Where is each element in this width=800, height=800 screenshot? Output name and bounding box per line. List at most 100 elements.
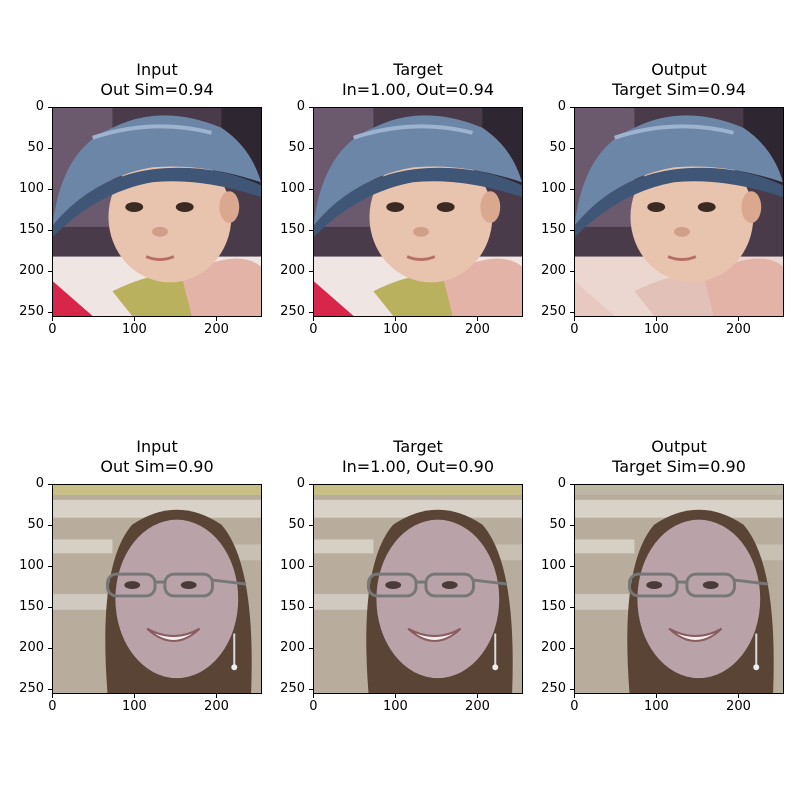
y-tick-label: 100 — [19, 181, 44, 197]
x-tick-label: 0 — [309, 322, 318, 337]
y-tick-label: 150 — [541, 222, 566, 238]
y-tick-mark — [309, 230, 313, 232]
panel-title-line2: In=1.00, Out=0.90 — [341, 457, 495, 476]
y-tick-mark — [309, 525, 313, 527]
x-tick-label: 100 — [383, 322, 408, 337]
y-tick-label: 0 — [557, 99, 566, 115]
y-tick-mark — [570, 689, 574, 691]
y-tick-mark — [48, 148, 52, 150]
y-tick-label: 50 — [549, 517, 566, 533]
x-tick-label: 0 — [48, 322, 57, 337]
photo-baby-bucket-hat-reconstructed — [574, 107, 784, 317]
y-tick-label: 50 — [27, 517, 44, 533]
y-tick-label: 150 — [19, 599, 44, 615]
y-tick-mark — [48, 484, 52, 486]
x-tick-mark — [395, 694, 397, 698]
y-tick-label: 250 — [280, 681, 305, 697]
panel-title: Output Target Sim=0.90 — [559, 437, 799, 477]
photo-baby-bucket-hat — [313, 107, 523, 317]
y-tick-mark — [570, 312, 574, 314]
x-tick-label: 0 — [309, 699, 318, 714]
panel-title: Target In=1.00, Out=0.90 — [298, 437, 538, 477]
x-tick-mark — [216, 317, 218, 321]
y-tick-label: 250 — [280, 304, 305, 320]
y-tick-label: 150 — [280, 599, 305, 615]
x-tick-mark — [216, 694, 218, 698]
panel-title-line1: Output — [651, 60, 707, 79]
y-tick-label: 50 — [27, 140, 44, 156]
y-tick-mark — [48, 312, 52, 314]
y-tick-mark — [570, 107, 574, 109]
panel-title-line2: Out Sim=0.94 — [100, 80, 214, 99]
panel-title-line2: In=1.00, Out=0.94 — [341, 80, 495, 99]
y-tick-label: 100 — [19, 558, 44, 574]
photo-smiling-woman-glasses-reconstructed — [574, 484, 784, 694]
y-tick-mark — [309, 189, 313, 191]
y-tick-mark — [570, 189, 574, 191]
y-tick-mark — [48, 271, 52, 273]
y-tick-label: 0 — [296, 476, 305, 492]
y-tick-mark — [309, 107, 313, 109]
y-tick-label: 250 — [19, 681, 44, 697]
y-tick-mark — [570, 607, 574, 609]
x-tick-label: 100 — [122, 322, 147, 337]
y-tick-label: 150 — [541, 599, 566, 615]
y-tick-mark — [309, 312, 313, 314]
y-tick-mark — [309, 648, 313, 650]
y-tick-label: 0 — [35, 99, 44, 115]
y-tick-mark — [570, 648, 574, 650]
y-tick-mark — [309, 566, 313, 568]
y-tick-label: 200 — [280, 263, 305, 279]
x-tick-label: 200 — [726, 322, 751, 337]
x-tick-label: 200 — [465, 322, 490, 337]
y-tick-label: 100 — [280, 181, 305, 197]
panel-title: Output Target Sim=0.94 — [559, 60, 799, 100]
y-tick-label: 100 — [280, 558, 305, 574]
y-tick-mark — [48, 230, 52, 232]
y-tick-mark — [309, 271, 313, 273]
y-tick-label: 150 — [19, 222, 44, 238]
x-tick-mark — [656, 694, 658, 698]
y-tick-label: 150 — [280, 222, 305, 238]
y-tick-mark — [570, 148, 574, 150]
x-tick-mark — [574, 317, 576, 321]
y-tick-mark — [48, 189, 52, 191]
y-tick-label: 250 — [19, 304, 44, 320]
y-tick-mark — [48, 648, 52, 650]
panel-title-line2: Target Sim=0.90 — [612, 457, 746, 476]
y-tick-mark — [48, 107, 52, 109]
panel-title-line1: Input — [136, 437, 178, 456]
x-tick-mark — [477, 317, 479, 321]
x-tick-label: 100 — [122, 699, 147, 714]
y-tick-label: 200 — [541, 263, 566, 279]
y-tick-mark — [48, 689, 52, 691]
panel-title-line1: Target — [393, 60, 443, 79]
x-tick-label: 200 — [465, 699, 490, 714]
x-tick-mark — [313, 317, 315, 321]
y-tick-label: 50 — [288, 140, 305, 156]
y-tick-label: 200 — [19, 263, 44, 279]
y-tick-label: 0 — [296, 99, 305, 115]
x-tick-mark — [656, 317, 658, 321]
y-tick-label: 0 — [557, 476, 566, 492]
y-tick-label: 100 — [541, 181, 566, 197]
x-tick-mark — [52, 694, 54, 698]
y-tick-mark — [309, 689, 313, 691]
panel-title-line1: Target — [393, 437, 443, 456]
x-tick-label: 200 — [726, 699, 751, 714]
x-tick-mark — [477, 694, 479, 698]
photo-baby-bucket-hat — [52, 107, 262, 317]
y-tick-mark — [309, 484, 313, 486]
x-tick-label: 0 — [570, 322, 579, 337]
x-tick-mark — [313, 694, 315, 698]
x-tick-label: 100 — [644, 699, 669, 714]
panel-title-line1: Output — [651, 437, 707, 456]
y-tick-mark — [48, 525, 52, 527]
y-tick-mark — [48, 566, 52, 568]
x-tick-mark — [738, 317, 740, 321]
x-tick-label: 100 — [383, 699, 408, 714]
x-tick-label: 0 — [570, 699, 579, 714]
y-tick-mark — [570, 271, 574, 273]
x-tick-label: 100 — [644, 322, 669, 337]
y-tick-label: 250 — [541, 681, 566, 697]
